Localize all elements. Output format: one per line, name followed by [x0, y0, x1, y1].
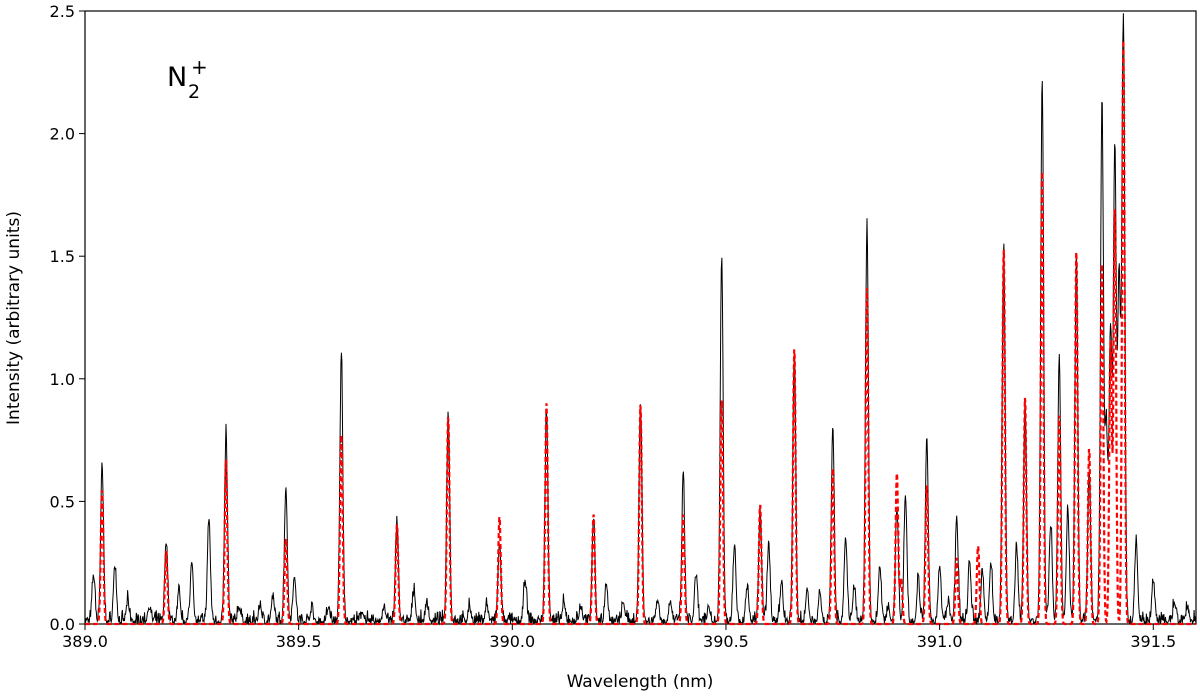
y-tick-label: 0.0 — [50, 615, 75, 634]
x-tick-label: 389.0 — [62, 632, 108, 651]
simulated-spectrum-line — [85, 40, 1196, 626]
y-axis-title: Intensity (arbitrary units) — [4, 211, 24, 425]
x-tick-label: 389.5 — [276, 632, 322, 651]
y-tick-label: 1.5 — [50, 247, 75, 266]
plot-area — [84, 10, 1197, 626]
annotation-superscript: + — [191, 55, 208, 79]
y-tick-label: 2.5 — [50, 2, 75, 21]
measured-spectrum-path — [84, 13, 1197, 626]
y-tick-label: 0.5 — [50, 492, 75, 511]
annotation-base: N — [167, 62, 187, 93]
x-tick-label: 391.0 — [917, 632, 963, 651]
x-tick-label: 390.0 — [489, 632, 535, 651]
x-axis-title: Wavelength (nm) — [567, 672, 714, 692]
y-axis: 0.0 0.5 1.0 1.5 2.0 2.5 — [50, 2, 85, 634]
measured-spectrum-line — [84, 13, 1197, 626]
simulated-spectrum-path — [85, 40, 1196, 626]
y-tick-label: 2.0 — [50, 125, 75, 144]
x-axis: 389.0 389.5 390.0 390.5 391.0 391.5 — [62, 624, 1176, 651]
annotation-subscript: 2 — [188, 81, 200, 103]
species-annotation: N 2 + — [167, 55, 208, 103]
x-tick-label: 391.5 — [1130, 632, 1176, 651]
y-tick-label: 1.0 — [50, 370, 75, 389]
x-tick-label: 390.5 — [703, 632, 749, 651]
plot-frame — [84, 10, 1197, 625]
